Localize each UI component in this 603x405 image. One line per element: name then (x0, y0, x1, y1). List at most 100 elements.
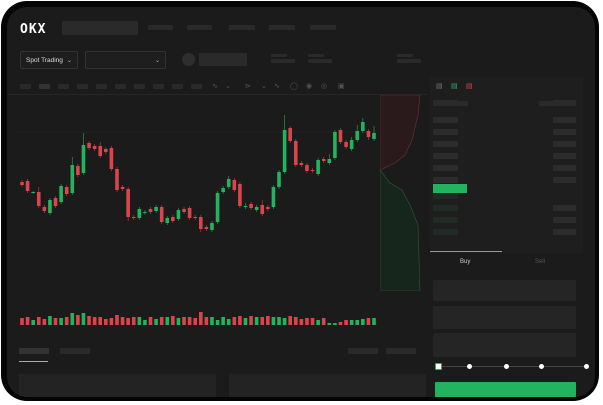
timeframe-button[interactable] (134, 84, 145, 89)
orderbook-price[interactable] (433, 141, 458, 147)
ruler-icon[interactable]: ◯ (290, 83, 298, 90)
candle-body (282, 130, 287, 172)
indicator-icon[interactable]: ⊳ (245, 83, 251, 90)
timeframe-button[interactable] (20, 84, 31, 89)
nav-item[interactable] (269, 25, 295, 30)
volume-bar (299, 319, 304, 325)
okx-logo[interactable]: OKX (20, 22, 47, 37)
candle-body (171, 217, 175, 221)
tab-underline (430, 251, 502, 252)
volume-bar (210, 317, 214, 325)
timeframe-button[interactable] (39, 84, 50, 89)
camera-icon[interactable]: ◉ (306, 83, 313, 90)
chevron-down-icon: ⌄ (66, 57, 72, 64)
filter-button[interactable] (386, 348, 416, 354)
candle-body (243, 206, 248, 207)
candle-body (64, 187, 69, 194)
orderbook-price[interactable] (433, 205, 458, 211)
price-input[interactable] (433, 280, 576, 301)
volume-bar (187, 317, 192, 325)
market-selector[interactable]: Spot Trading ⌄ (20, 51, 78, 69)
volume-bar (282, 318, 287, 325)
volume-bars (20, 312, 376, 325)
nav-item[interactable] (148, 25, 173, 30)
orderbook-price[interactable] (433, 229, 458, 235)
candle-body (20, 182, 24, 185)
orderbook-price[interactable] (433, 165, 458, 171)
timeframe-button[interactable] (153, 84, 164, 89)
volume-bar (31, 320, 35, 325)
candle-body (42, 207, 47, 211)
candle-body (198, 217, 203, 229)
volume-bar (344, 320, 348, 325)
candle-body (193, 217, 198, 218)
candle-body (249, 204, 253, 208)
bid-depth (380, 169, 421, 291)
candlestick-chart[interactable] (7, 7, 432, 337)
volume-bar (277, 317, 281, 325)
orderbook-amount (553, 217, 576, 223)
tab-buy[interactable]: Buy (460, 259, 471, 265)
orderbook-header (539, 101, 576, 106)
slider-step-100[interactable] (584, 364, 589, 369)
search-bar[interactable] (62, 21, 138, 35)
tab-underline (19, 361, 48, 362)
filter-button[interactable] (348, 348, 378, 354)
candle-type-icon[interactable]: ∿ (212, 83, 218, 90)
chevron-down-icon[interactable]: ⌄ (225, 83, 231, 90)
slider-step-25[interactable] (467, 364, 472, 369)
timeframe-button[interactable] (96, 84, 107, 89)
orderbook-price[interactable] (433, 217, 458, 223)
pair-dropdown[interactable]: ⌄ (85, 51, 166, 69)
timeframe-button[interactable] (115, 84, 126, 89)
volume-bar (104, 319, 108, 325)
orderbook-asks-icon[interactable]: ▤ (466, 83, 473, 90)
volume-bar (48, 316, 52, 325)
candle-body (288, 128, 292, 141)
candle-body (104, 149, 108, 152)
slider-handle[interactable] (435, 363, 442, 370)
slider-step-50[interactable] (504, 364, 509, 369)
assets-panel (229, 374, 426, 397)
orderbook-both-icon[interactable]: ▤ (436, 83, 443, 90)
candle-body (25, 181, 30, 191)
tab-order-history[interactable] (60, 348, 90, 354)
orderbook-bids-icon[interactable]: ▤ (451, 83, 458, 90)
divider (7, 94, 427, 95)
amount-input[interactable] (433, 306, 576, 329)
line-icon[interactable]: ∿ (274, 83, 280, 90)
chevron-down-icon[interactable]: ⌄ (261, 83, 267, 90)
tab-sell[interactable]: Sell (535, 259, 546, 265)
volume-bar (372, 318, 376, 325)
candle-body (277, 172, 281, 187)
volume-bar (70, 313, 75, 325)
orderbook-price[interactable] (433, 193, 458, 199)
orderbook-price[interactable] (433, 177, 458, 183)
timeframe-button[interactable] (191, 84, 202, 89)
last-price-badge (433, 184, 467, 193)
volume-bar (198, 312, 203, 325)
buy-button[interactable] (435, 382, 576, 397)
timeframe-button[interactable] (77, 84, 88, 89)
slider-step-75[interactable] (539, 364, 544, 369)
fullscreen-icon[interactable]: ▣ (338, 83, 345, 90)
volume-bar (159, 317, 164, 325)
timeframe-button[interactable] (58, 84, 69, 89)
candle-body (59, 186, 63, 202)
amount-slider[interactable] (435, 363, 589, 370)
total-input[interactable] (433, 333, 576, 357)
orderbook-price[interactable] (433, 117, 458, 123)
settings-icon[interactable]: ◎ (321, 83, 328, 90)
timeframe-button[interactable] (172, 84, 183, 89)
nav-item[interactable] (310, 25, 336, 30)
nav-item[interactable] (187, 25, 212, 30)
volume-bar (310, 318, 315, 325)
orderbook-price[interactable] (433, 153, 458, 159)
orderbook-amount (553, 165, 576, 171)
volume-bar (226, 319, 231, 325)
tab-open-orders[interactable] (19, 348, 49, 354)
orderbook-price[interactable] (433, 129, 458, 135)
nav-item[interactable] (229, 25, 255, 30)
volume-bar (366, 318, 371, 325)
candle-body (299, 163, 304, 165)
